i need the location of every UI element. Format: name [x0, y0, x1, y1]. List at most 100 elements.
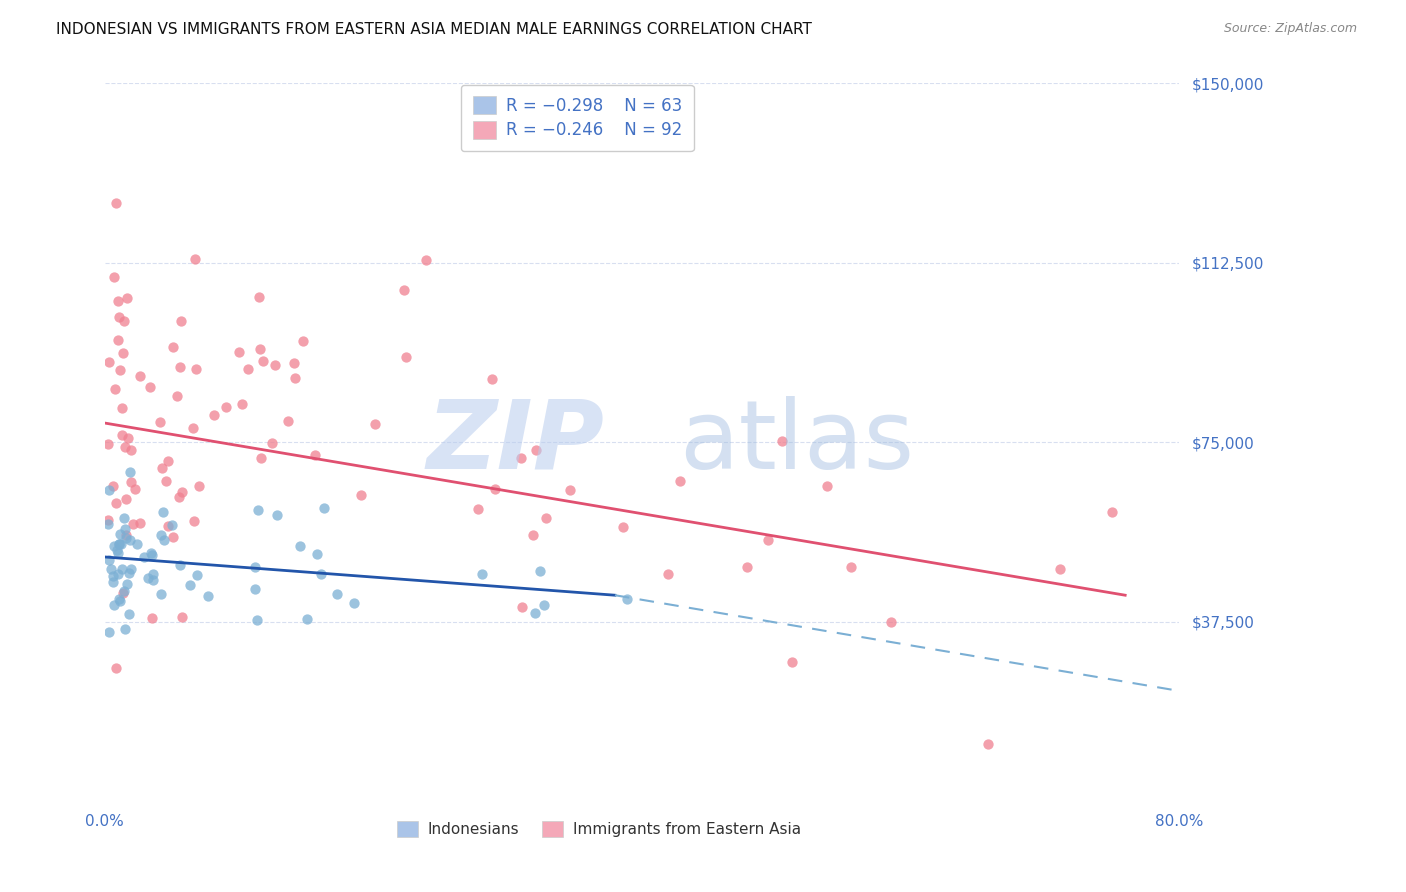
Point: [186, 567, 208, 582]
Point: [115, 492, 138, 507]
Point: [107, 592, 129, 607]
Point: [309, 566, 332, 581]
Point: [112, 511, 135, 525]
Point: [105, 661, 128, 675]
Point: [228, 344, 250, 359]
Point: [780, 655, 803, 669]
Point: [169, 360, 191, 375]
Point: [103, 598, 125, 612]
Point: [510, 599, 533, 614]
Point: [669, 474, 692, 488]
Point: [524, 442, 547, 457]
Point: [97, 437, 120, 451]
Point: [183, 252, 205, 266]
Text: Source: ZipAtlas.com: Source: ZipAtlas.com: [1223, 22, 1357, 36]
Point: [141, 610, 163, 624]
Point: [288, 539, 311, 553]
Point: [231, 397, 253, 411]
Point: [558, 483, 581, 497]
Point: [246, 503, 269, 517]
Point: [246, 613, 269, 627]
Point: [110, 537, 132, 551]
Point: [395, 351, 418, 365]
Point: [118, 466, 141, 480]
Point: [110, 526, 132, 541]
Point: [112, 313, 135, 327]
Point: [97, 624, 120, 639]
Point: [305, 547, 328, 561]
Point: [481, 372, 503, 386]
Point: [115, 531, 138, 545]
Point: [529, 564, 551, 578]
Point: [118, 566, 141, 580]
Point: [110, 363, 132, 377]
Point: [277, 414, 299, 428]
Point: [120, 443, 142, 458]
Point: [111, 586, 134, 600]
Point: [114, 522, 136, 536]
Point: [509, 450, 531, 465]
Point: [162, 531, 184, 545]
Point: [522, 528, 544, 542]
Text: INDONESIAN VS IMMIGRANTS FROM EASTERN ASIA MEDIAN MALE EARNINGS CORRELATION CHAR: INDONESIAN VS IMMIGRANTS FROM EASTERN AS…: [56, 22, 813, 37]
Point: [108, 537, 131, 551]
Point: [657, 567, 679, 582]
Point: [98, 553, 121, 567]
Point: [132, 549, 155, 564]
Point: [343, 596, 366, 610]
Point: [215, 401, 238, 415]
Point: [108, 537, 131, 551]
Point: [142, 566, 165, 581]
Point: [169, 558, 191, 572]
Point: [105, 542, 128, 557]
Point: [150, 586, 173, 600]
Point: [149, 416, 172, 430]
Point: [107, 333, 129, 347]
Point: [326, 587, 349, 601]
Point: [112, 345, 135, 359]
Point: [141, 548, 163, 562]
Point: [170, 610, 193, 624]
Point: [262, 436, 284, 450]
Point: [142, 574, 165, 588]
Point: [183, 421, 205, 435]
Point: [392, 283, 415, 297]
Point: [188, 479, 211, 493]
Point: [111, 562, 134, 576]
Point: [467, 502, 489, 516]
Point: [204, 408, 226, 422]
Point: [101, 575, 124, 590]
Point: [111, 401, 134, 415]
Point: [115, 577, 138, 591]
Point: [97, 516, 120, 531]
Point: [127, 537, 149, 551]
Point: [112, 584, 135, 599]
Point: [103, 269, 125, 284]
Point: [160, 518, 183, 533]
Point: [312, 500, 335, 515]
Point: [107, 310, 129, 324]
Point: [172, 484, 194, 499]
Point: [236, 362, 259, 376]
Point: [111, 428, 134, 442]
Point: [252, 354, 274, 368]
Point: [153, 533, 176, 547]
Point: [284, 371, 307, 385]
Point: [292, 334, 315, 349]
Point: [128, 516, 150, 531]
Point: [471, 567, 494, 582]
Point: [283, 356, 305, 370]
Point: [415, 252, 437, 267]
Point: [139, 379, 162, 393]
Point: [976, 737, 998, 751]
Point: [97, 513, 120, 527]
Point: [758, 533, 780, 547]
Point: [120, 475, 142, 489]
Point: [839, 559, 862, 574]
Point: [120, 533, 142, 548]
Point: [104, 196, 127, 211]
Point: [167, 491, 190, 505]
Point: [120, 562, 142, 576]
Point: [364, 417, 387, 431]
Point: [179, 578, 201, 592]
